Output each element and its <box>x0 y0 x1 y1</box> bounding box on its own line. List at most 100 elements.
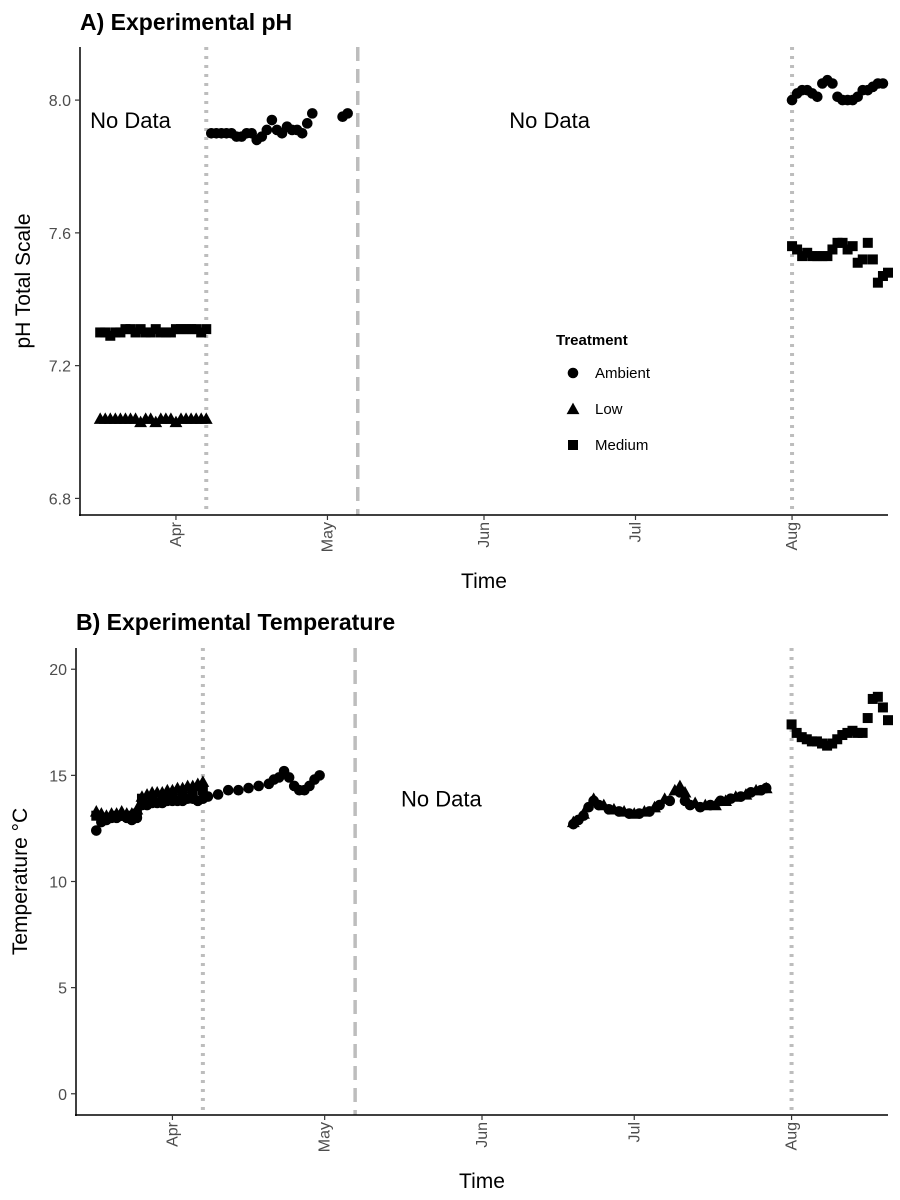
data-point-triangle <box>196 775 210 787</box>
data-point-square <box>883 715 893 726</box>
data-point-square <box>867 254 878 265</box>
data-point-triangle <box>134 415 147 428</box>
data-point-square <box>165 327 176 338</box>
data-point-square <box>842 244 853 255</box>
data-point-square <box>802 247 813 258</box>
data-point-square <box>877 271 888 282</box>
data-point-circle <box>877 78 889 89</box>
data-point-circle <box>91 825 102 836</box>
data-point-square <box>812 251 823 262</box>
x-axis-title: Time <box>459 1170 505 1193</box>
data-point-square <box>852 257 863 268</box>
legend-key-circle <box>567 367 579 379</box>
data-point-circle <box>283 772 295 783</box>
data-point-square <box>110 327 121 338</box>
data-point-square <box>186 324 197 335</box>
series-triangle <box>93 412 213 428</box>
x-axis-title: Time <box>461 570 507 593</box>
data-point-square <box>197 785 208 796</box>
chart-title: A) Experimental pH <box>80 9 292 35</box>
data-point-triangle <box>638 805 651 817</box>
legend-key-triangle <box>566 402 580 415</box>
data-point-square <box>170 324 181 335</box>
data-point-square <box>91 810 102 821</box>
x-tick-label: Jul <box>626 1122 643 1142</box>
x-tick-label: Aug <box>784 522 801 550</box>
y-tick-label: 0 <box>58 1087 67 1104</box>
x-tick-label: Jul <box>628 522 645 542</box>
data-point-square <box>837 237 848 248</box>
data-point-square <box>832 734 843 745</box>
data-point-triangle <box>709 798 722 811</box>
data-point-square <box>796 732 807 743</box>
no-data-annotation: No Data <box>401 787 482 812</box>
data-point-triangle <box>617 805 631 817</box>
data-point-triangle <box>566 815 580 828</box>
data-point-triangle <box>627 807 641 819</box>
data-point-square <box>95 327 106 338</box>
series-circle <box>206 74 889 146</box>
y-tick-label: 10 <box>49 875 67 892</box>
data-point-square <box>160 327 171 338</box>
data-point-circle <box>222 784 234 796</box>
data-point-square <box>847 725 858 736</box>
data-point-square <box>157 791 168 802</box>
data-point-square <box>811 736 822 747</box>
data-point-square <box>105 330 116 341</box>
data-point-square <box>167 791 178 802</box>
data-point-square <box>145 327 156 338</box>
data-point-square <box>101 812 112 823</box>
y-tick-label: 6.8 <box>49 491 71 508</box>
panel-temperature: B) Experimental Temperature 0 5 10 15 20 Apr Ma… <box>9 609 893 1193</box>
data-point-circle <box>296 127 308 139</box>
data-point-circle <box>212 789 224 800</box>
data-point-square <box>176 324 186 335</box>
data-point-square <box>786 719 797 730</box>
data-point-triangle <box>739 788 753 800</box>
data-point-square <box>857 727 868 738</box>
y-tick-label: 7.2 <box>49 359 71 376</box>
legend-title: Treatment <box>556 332 628 349</box>
legend: Treatment Ambient Low Medium <box>556 332 651 454</box>
data-point-triangle <box>169 415 183 428</box>
data-point-triangle <box>199 412 213 424</box>
data-point-square <box>862 237 873 248</box>
x-tick-label: Aug <box>784 1122 801 1150</box>
data-point-square <box>877 702 888 713</box>
data-point-triangle <box>648 800 661 813</box>
y-tick-label: 15 <box>49 768 67 785</box>
data-point-triangle <box>587 792 601 804</box>
data-point-square <box>181 324 192 335</box>
legend-label: Low <box>595 401 623 418</box>
data-point-square <box>130 327 141 338</box>
data-point-triangle <box>597 798 611 811</box>
data-point-square <box>822 740 833 751</box>
data-point-triangle <box>759 781 773 794</box>
x-tick-label: May <box>319 522 336 552</box>
data-point-square <box>807 251 818 262</box>
data-point-square <box>862 713 873 724</box>
data-point-circle <box>243 782 254 794</box>
data-point-square <box>136 793 147 804</box>
data-point-circle <box>233 784 244 796</box>
data-point-circle <box>812 91 823 103</box>
data-point-circle <box>261 124 273 136</box>
data-point-square <box>817 738 828 749</box>
y-axis-title: Temperature °C <box>9 808 32 955</box>
data-point-circle <box>266 114 278 126</box>
data-point-square <box>792 244 803 255</box>
data-point-square <box>100 327 111 338</box>
data-point-square <box>177 789 188 800</box>
x-tick-label: May <box>317 1122 334 1152</box>
data-point-square <box>872 277 883 288</box>
data-point-square <box>883 267 893 278</box>
data-point-square <box>187 787 198 798</box>
data-point-triangle <box>658 792 672 804</box>
y-tick-label: 20 <box>49 662 67 679</box>
data-point-square <box>111 810 122 821</box>
data-point-square <box>150 324 161 335</box>
data-point-square <box>872 691 883 702</box>
data-point-triangle <box>673 779 687 792</box>
data-point-square <box>191 324 202 335</box>
